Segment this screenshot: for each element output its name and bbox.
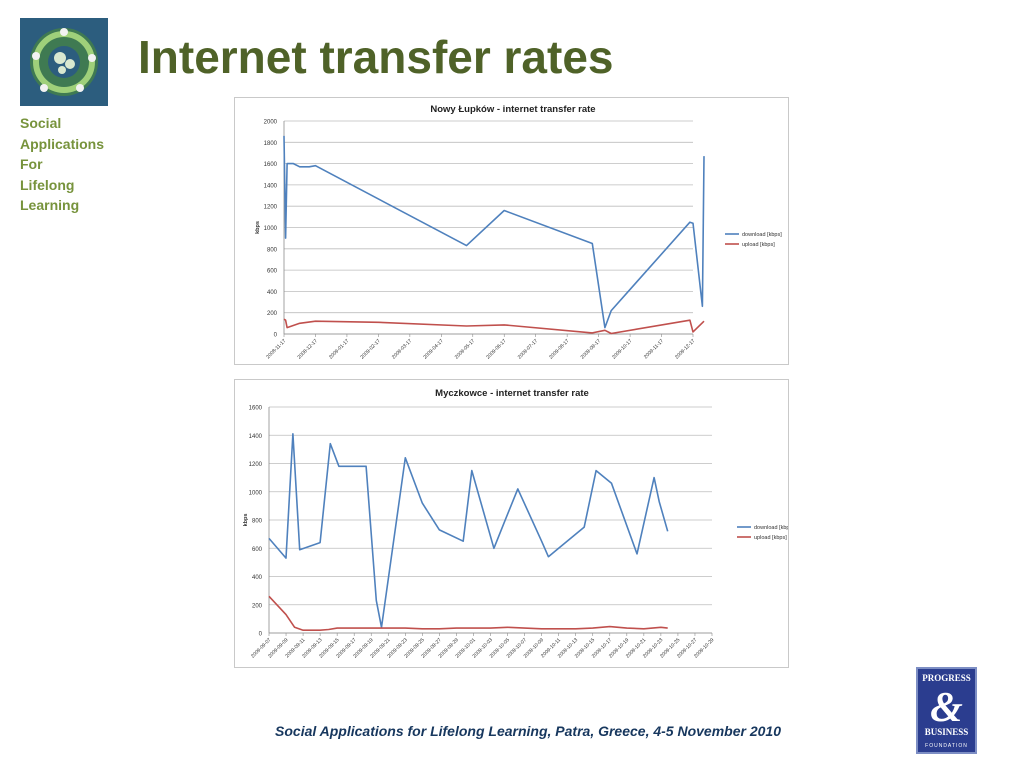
x-tick-label: 2009-06-17 — [485, 338, 507, 360]
x-tick-label: 2009-10-17 — [611, 338, 633, 360]
chart-myczkowce: Myczkowce - internet transfer rate 0 200 40… — [234, 379, 789, 668]
logo-text-foundation: FOUNDATION — [925, 743, 968, 749]
x-tick-label: 2009-12-17 — [674, 338, 696, 360]
x-tick-label: 2009-09-17 — [580, 338, 602, 360]
y-tick-label: 400 — [252, 575, 263, 581]
salll-logo-graphic — [20, 18, 108, 106]
y-tick-label: 0 — [259, 632, 263, 638]
logo-text-business: BUSINESS — [925, 727, 969, 737]
sidebar-line: Applications — [20, 135, 105, 152]
y-tick-label: 1400 — [264, 183, 278, 189]
y-axis-label: kbps — [255, 221, 261, 234]
y-tick-label: 1600 — [249, 406, 263, 412]
y-tick-label: 1000 — [264, 226, 278, 232]
x-tick-label: 2009-08-17 — [548, 338, 570, 360]
series-line-upload — [283, 318, 705, 335]
y-tick-label: 600 — [267, 269, 278, 275]
salll-logo — [20, 18, 108, 106]
legend-label: download [kbps] — [742, 232, 782, 238]
logo-text-progress: PROGRESS — [922, 673, 971, 683]
x-tick-label: 2008-12-17 — [297, 338, 319, 360]
x-tick-label: 2009-03-17 — [391, 338, 413, 360]
y-tick-label: 200 — [252, 603, 263, 609]
x-tick-label: 2009-04-17 — [422, 338, 444, 360]
y-tick-label: 400 — [267, 290, 278, 296]
x-tick-label: 2009-07-17 — [517, 338, 539, 360]
x-tick-label: 2009-01-17 — [328, 338, 350, 360]
series-line-upload — [268, 595, 668, 631]
chart-title: Myczkowce - internet transfer rate — [435, 388, 589, 399]
y-tick-label: 1800 — [264, 141, 278, 147]
chart-myczkowce-svg: Myczkowce - internet transfer rate 0 200 40… — [243, 388, 788, 660]
y-tick-label: 1200 — [249, 462, 263, 468]
sidebar-tagline: Social Applications For Lifelong Learnin… — [20, 113, 104, 216]
footer-text: Social Applications for Lifelong Learnin… — [275, 723, 781, 739]
x-tick-label: 2009-05-17 — [454, 338, 476, 360]
series-line-download — [268, 432, 669, 629]
y-tick-label: 0 — [274, 333, 278, 339]
sidebar-line: Learning — [20, 197, 80, 213]
chart-nowy-lupkow-svg: Nowy Łupków - internet transfer rate0200… — [255, 104, 782, 361]
legend-label: upload [kbps] — [742, 242, 775, 248]
series-line-download — [283, 135, 705, 329]
sidebar-line: Social — [20, 115, 62, 131]
y-tick-label: 800 — [252, 519, 263, 525]
sidebar-line: For — [20, 156, 43, 172]
y-tick-label: 200 — [267, 311, 278, 317]
logo-ampersand: & — [930, 685, 963, 731]
chart-title: Nowy Łupków - internet transfer rate — [430, 104, 595, 115]
progress-business-foundation-logo: PROGRESS & BUSINESS FOUNDATION — [916, 667, 977, 754]
y-tick-label: 1400 — [249, 434, 263, 440]
chart-nowy-lupkow: Nowy Łupków - internet transfer rate 0 200… — [234, 97, 789, 365]
y-axis-label: kbps — [243, 514, 249, 527]
x-tick-label: 2009-11-17 — [643, 338, 665, 360]
progress-business-foundation-logo-graphic: PROGRESS & BUSINESS FOUNDATION — [922, 673, 971, 749]
sidebar-line: Lifelong — [20, 176, 75, 193]
y-tick-label: 2000 — [264, 120, 278, 126]
legend-label: download [kbps] — [754, 525, 788, 531]
y-tick-label: 1000 — [249, 490, 263, 496]
x-tick-label: 2008-11-17 — [265, 338, 287, 360]
y-tick-label: 1600 — [264, 162, 278, 168]
y-tick-label: 800 — [267, 247, 278, 253]
y-tick-label: 1200 — [264, 205, 278, 211]
x-tick-label: 2009-02-17 — [359, 338, 381, 360]
slide-title: Internet transfer rates — [138, 31, 614, 83]
legend-label: upload [kbps] — [754, 535, 787, 541]
y-tick-label: 600 — [252, 547, 263, 553]
